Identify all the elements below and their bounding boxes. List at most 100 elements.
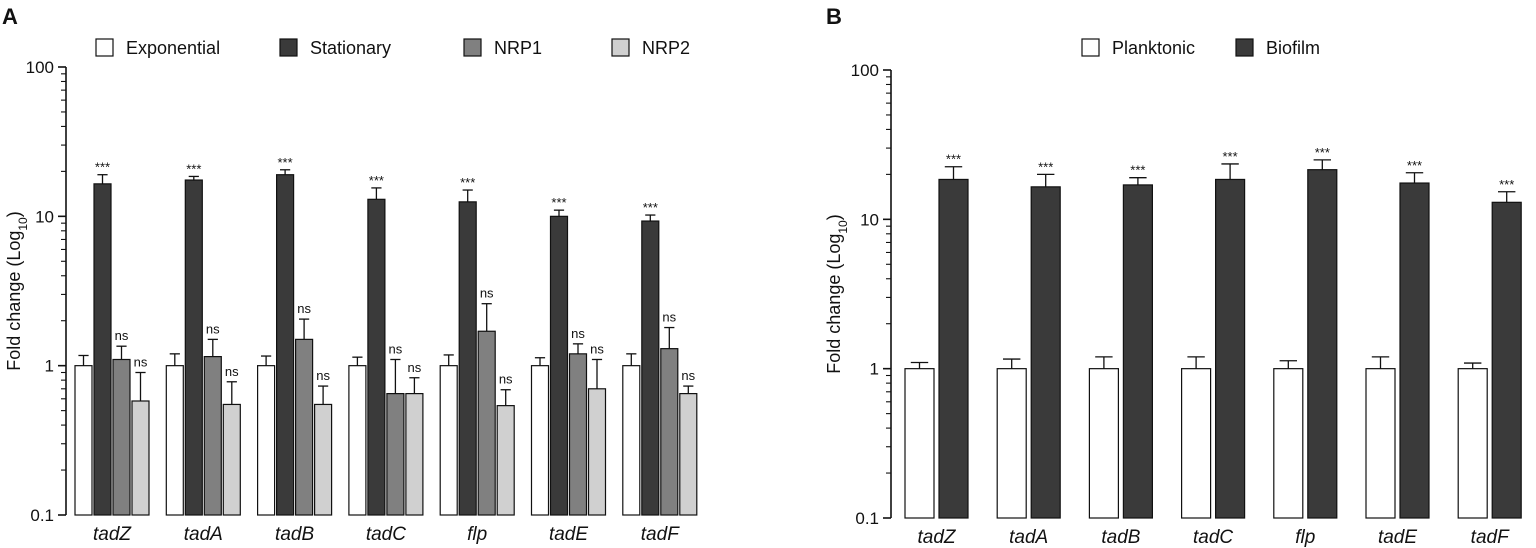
significance-label: ns	[571, 326, 585, 341]
bar-planktonic	[1273, 368, 1304, 519]
x-category-label: tadC	[1193, 527, 1233, 548]
bar-exponential	[165, 365, 184, 516]
x-category-label: tadZ	[93, 524, 132, 545]
bar-nrp1	[203, 356, 222, 516]
significance-label: ***	[95, 160, 110, 175]
y-tick-label: 1	[870, 360, 879, 379]
significance-label: ns	[480, 286, 494, 301]
bar-stationary	[93, 183, 112, 516]
bar-exponential	[74, 365, 93, 516]
bar-nrp2	[131, 400, 150, 516]
bar-nrp2	[587, 388, 607, 516]
x-category-label: tadA	[184, 524, 223, 545]
significance-label: ***	[1315, 145, 1330, 160]
bar-nrp2	[405, 393, 424, 516]
significance-label: ***	[278, 155, 293, 170]
significance-label: ***	[946, 152, 961, 167]
y-axis-label-sub: 10	[16, 217, 30, 231]
bar-nrp1	[386, 393, 405, 516]
significance-label: ns	[115, 328, 129, 343]
significance-label: ns	[408, 360, 422, 375]
bar-stationary	[367, 198, 386, 516]
bar-biofilm	[1491, 201, 1522, 519]
x-category-label: tadB	[1101, 527, 1140, 548]
significance-label: ns	[389, 341, 403, 356]
significance-label: ns	[499, 372, 513, 387]
x-category-label: tadZ	[917, 527, 956, 548]
legend-swatch-stationary	[279, 38, 298, 57]
y-axis-label: Fold change (Log10)	[4, 211, 30, 370]
significance-label: ***	[1223, 149, 1238, 164]
y-tick-label: 0.1	[855, 509, 879, 528]
significance-label: ns	[297, 301, 311, 316]
bar-nrp1	[477, 330, 496, 516]
legend-swatch-exponential	[95, 38, 114, 57]
significance-label: ns	[590, 341, 604, 356]
bar-nrp2	[496, 405, 515, 516]
bar-exponential	[530, 365, 550, 516]
y-axis-label-close: )	[4, 211, 24, 217]
legend-label-stationary: Stationary	[310, 38, 391, 58]
bar-stationary	[641, 220, 660, 516]
y-axis-label-sub: 10	[836, 220, 850, 234]
bar-biofilm	[1122, 184, 1154, 519]
bar-biofilm	[1307, 169, 1338, 519]
y-tick-label: 100	[851, 61, 879, 80]
x-category-label: flp	[467, 524, 487, 545]
panel-a: A Exponential Stationary NRP1 NRP2 0.1 1 10 100 F…	[2, 4, 698, 545]
legend-swatch-nrp2	[611, 38, 630, 57]
significance-label: ***	[1407, 158, 1422, 173]
y-axis-label-close: )	[824, 214, 844, 220]
legend-swatch-nrp1	[463, 38, 482, 57]
significance-label: ns	[662, 310, 676, 325]
bar-planktonic	[1457, 368, 1488, 519]
legend-label-exponential: Exponential	[126, 38, 220, 58]
x-category-label: tadA	[1009, 527, 1048, 548]
bar-nrp1	[112, 358, 131, 516]
x-category-label: tadC	[366, 524, 406, 545]
panel-letter: B	[826, 4, 842, 29]
bar-exponential	[348, 365, 367, 516]
significance-label: ***	[460, 175, 475, 190]
bar-planktonic	[996, 368, 1027, 519]
panel-b: B Planktonic Biofilm 0.1 1 10 100 Fold change (…	[824, 4, 1522, 548]
y-axis-label-main: Fold change (Log	[4, 231, 24, 371]
bar-biofilm	[1399, 182, 1430, 519]
bar-nrp2	[222, 403, 241, 516]
bar-stationary	[184, 179, 203, 516]
x-category-label: tadE	[549, 524, 588, 545]
y-axis-label-main: Fold change (Log	[824, 234, 844, 374]
bar-nrp2	[314, 403, 333, 516]
bar-nrp1	[568, 353, 588, 516]
y-tick-label: 1	[45, 357, 54, 376]
panel-letter: A	[2, 4, 18, 29]
bar-stationary	[458, 201, 477, 516]
significance-label: ***	[186, 161, 201, 176]
bar-exponential	[257, 365, 276, 516]
bar-stationary	[276, 174, 295, 516]
significance-label: ***	[1130, 163, 1145, 178]
bar-planktonic	[1088, 368, 1120, 519]
bar-stationary	[549, 215, 569, 516]
significance-label: ns	[316, 368, 330, 383]
bar-planktonic	[904, 368, 935, 519]
bar-nrp2	[679, 393, 698, 516]
legend-label-planktonic: Planktonic	[1112, 38, 1195, 58]
y-tick-label: 10	[860, 210, 879, 229]
bar-planktonic	[1180, 368, 1212, 519]
bar-exponential	[622, 365, 641, 516]
bar-biofilm	[1214, 178, 1246, 519]
bar-exponential	[439, 365, 458, 516]
bar-biofilm	[938, 178, 969, 519]
significance-label: ns	[681, 368, 695, 383]
significance-label: ***	[369, 173, 384, 188]
y-axis-label: Fold change (Log10)	[824, 214, 850, 373]
significance-label: ns	[134, 354, 148, 369]
x-category-label: tadF	[641, 524, 680, 545]
x-category-label: tadF	[1471, 527, 1510, 548]
significance-label: ***	[1499, 177, 1514, 192]
x-category-label: tadB	[275, 524, 314, 545]
bar-planktonic	[1365, 368, 1396, 519]
bar-biofilm	[1030, 186, 1061, 519]
